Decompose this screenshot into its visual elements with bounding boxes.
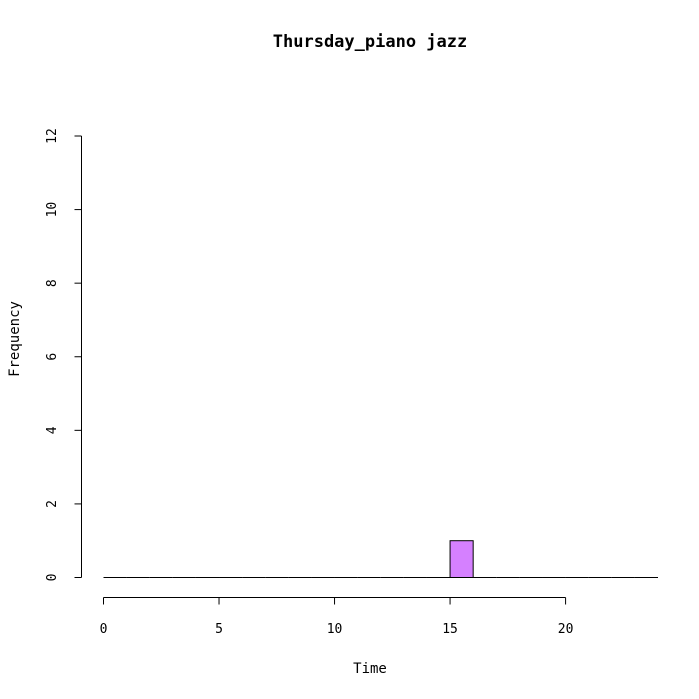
y-axis: 0 2 4 6 8 10 12 — [45, 128, 82, 581]
histogram-bar — [449, 540, 474, 578]
y-tick-label: 8 — [45, 279, 60, 287]
y-tick-label: 4 — [45, 426, 60, 434]
y-tick-label: 0 — [45, 574, 60, 582]
y-axis-label: Frequency — [7, 301, 23, 377]
x-tick-label: 15 — [442, 622, 458, 637]
x-axis: 0 5 10 15 20 — [100, 597, 574, 637]
x-tick-label: 5 — [215, 622, 223, 637]
y-tick-label: 10 — [45, 202, 60, 218]
bars-group — [103, 540, 658, 578]
x-axis-label: Time — [353, 661, 387, 677]
y-tick-label: 6 — [45, 353, 60, 361]
y-tick-label: 2 — [45, 500, 60, 508]
y-tick-label: 12 — [45, 128, 60, 144]
chart-title: Thursday_piano jazz — [273, 32, 467, 52]
x-tick-label: 10 — [327, 622, 343, 637]
x-tick-label: 0 — [100, 622, 108, 637]
x-tick-label: 20 — [558, 622, 574, 637]
